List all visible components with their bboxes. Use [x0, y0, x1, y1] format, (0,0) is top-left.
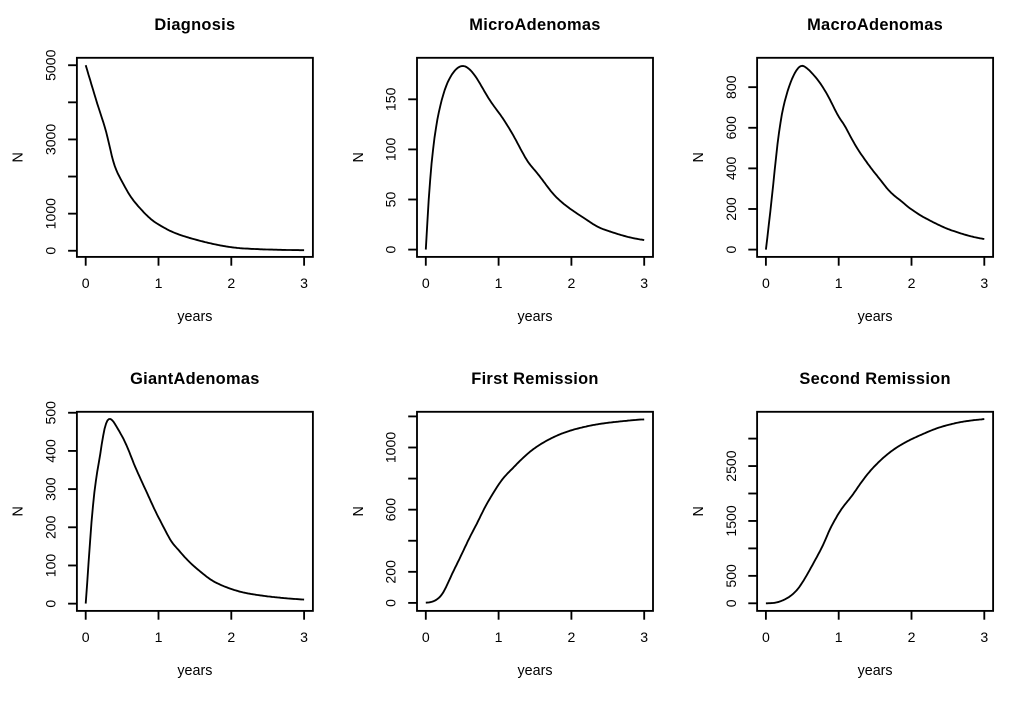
svg-text:300: 300	[43, 477, 59, 501]
svg-text:N: N	[11, 506, 27, 516]
svg-text:0: 0	[422, 275, 430, 291]
svg-text:N: N	[11, 152, 27, 162]
svg-text:MacroAdenomas: MacroAdenomas	[807, 16, 943, 34]
svg-text:2: 2	[567, 629, 575, 645]
svg-text:400: 400	[723, 156, 739, 180]
svg-text:0: 0	[762, 629, 770, 645]
svg-text:0: 0	[383, 599, 399, 607]
svg-text:N: N	[691, 152, 707, 162]
svg-text:years: years	[518, 663, 553, 679]
svg-text:3: 3	[300, 275, 308, 291]
svg-text:600: 600	[383, 498, 399, 522]
svg-text:150: 150	[383, 87, 399, 111]
svg-text:years: years	[858, 309, 893, 325]
svg-text:1: 1	[155, 275, 163, 291]
svg-text:1: 1	[495, 629, 503, 645]
svg-text:0: 0	[82, 629, 90, 645]
svg-text:GiantAdenomas: GiantAdenomas	[130, 370, 260, 388]
svg-text:years: years	[858, 663, 893, 679]
svg-text:1000: 1000	[43, 198, 59, 230]
svg-text:200: 200	[43, 515, 59, 539]
svg-text:1000: 1000	[383, 432, 399, 464]
svg-text:First Remission: First Remission	[471, 370, 598, 388]
svg-text:500: 500	[723, 564, 739, 588]
svg-text:Second Remission: Second Remission	[799, 370, 950, 388]
svg-text:1: 1	[495, 275, 503, 291]
svg-text:1: 1	[835, 275, 843, 291]
svg-text:0: 0	[422, 629, 430, 645]
svg-text:MicroAdenomas: MicroAdenomas	[469, 16, 600, 34]
svg-text:50: 50	[383, 192, 399, 208]
svg-text:2: 2	[567, 275, 575, 291]
svg-text:3: 3	[640, 629, 648, 645]
svg-text:400: 400	[43, 439, 59, 463]
svg-text:3: 3	[980, 275, 988, 291]
svg-text:0: 0	[43, 600, 59, 608]
svg-text:3: 3	[980, 629, 988, 645]
svg-text:3: 3	[640, 275, 648, 291]
svg-text:1: 1	[155, 629, 163, 645]
svg-text:N: N	[351, 152, 367, 162]
svg-text:2500: 2500	[723, 450, 739, 482]
svg-text:1: 1	[835, 629, 843, 645]
svg-text:5000: 5000	[43, 49, 59, 81]
svg-text:2: 2	[227, 275, 235, 291]
svg-text:1500: 1500	[723, 505, 739, 537]
svg-text:200: 200	[723, 197, 739, 221]
svg-text:0: 0	[723, 599, 739, 607]
svg-text:years: years	[518, 309, 553, 325]
svg-text:600: 600	[723, 116, 739, 140]
svg-text:0: 0	[82, 275, 90, 291]
svg-text:3000: 3000	[43, 124, 59, 156]
svg-text:years: years	[177, 309, 212, 325]
svg-text:years: years	[177, 663, 212, 679]
svg-text:100: 100	[43, 554, 59, 578]
svg-text:200: 200	[383, 560, 399, 584]
svg-text:Diagnosis: Diagnosis	[154, 16, 235, 34]
svg-text:2: 2	[227, 629, 235, 645]
svg-text:800: 800	[723, 75, 739, 99]
svg-text:2: 2	[908, 629, 916, 645]
svg-text:100: 100	[383, 137, 399, 161]
svg-text:N: N	[691, 506, 707, 516]
svg-text:3: 3	[300, 629, 308, 645]
svg-text:0: 0	[723, 246, 739, 254]
svg-text:0: 0	[43, 247, 59, 255]
svg-text:0: 0	[762, 275, 770, 291]
svg-text:0: 0	[383, 246, 399, 254]
svg-text:N: N	[351, 506, 367, 516]
svg-text:500: 500	[43, 401, 59, 425]
svg-text:2: 2	[908, 275, 916, 291]
